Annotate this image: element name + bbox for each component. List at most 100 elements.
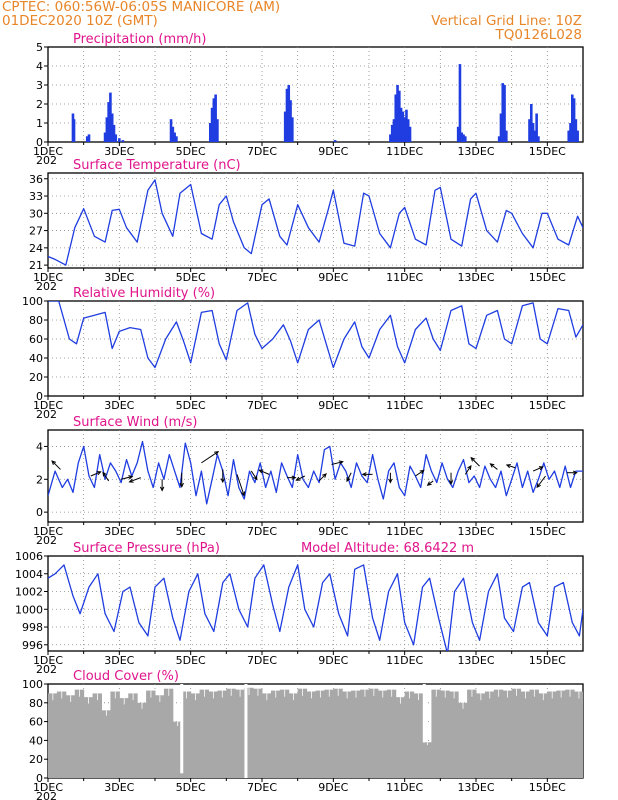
pressure-xtick-label: 9DEC — [318, 654, 348, 667]
cloud-bar — [92, 693, 102, 778]
humidity-panel: 0 20 40 60 80 100 1DEC 3DEC 5DEC 7DEC 9DEC 11DEC 13D… — [22, 286, 584, 421]
precip-bar — [406, 119, 410, 142]
temperature-xtick-label: 11DEC — [386, 271, 423, 284]
precip-bar — [112, 124, 116, 142]
cloud-notch — [569, 689, 571, 697]
cloud-cover-xtick-label: 3DEC — [104, 781, 134, 794]
cloud-notch — [186, 691, 188, 699]
pressure-ytick-label: 1006 — [15, 550, 43, 563]
cloud-notch — [498, 689, 500, 697]
cloud-bar — [101, 710, 111, 778]
pressure-xtick-label: 13DEC — [457, 654, 494, 667]
cloud-gap — [422, 684, 426, 743]
wind-arrow-head — [102, 471, 107, 477]
cloud-notch — [70, 695, 72, 702]
cloud-cover-title: Cloud Cover (%) — [73, 669, 179, 684]
pressure-panel: 996 998 1000 1002 1004 1006 1DEC 3DEC 5DEC 7DEC 9D… — [15, 541, 584, 676]
wind-arrow-head — [572, 470, 578, 475]
pressure-xtick-label: 15DEC — [529, 654, 566, 667]
temperature-xtick-label: 3DEC — [104, 271, 134, 284]
precipitation-xtick-label: 3DEC — [104, 145, 134, 158]
precip-bar — [285, 88, 289, 142]
cloud-notch — [266, 693, 268, 701]
precip-bar — [169, 119, 173, 142]
wind-year-label: 202 — [36, 534, 57, 547]
precip-bar — [173, 132, 176, 142]
pressure-frame — [47, 555, 584, 652]
precip-bar — [569, 123, 572, 142]
cloud-notch — [230, 688, 232, 696]
cloud-notch — [150, 690, 152, 698]
cloud-bar — [217, 690, 227, 778]
cloud-notch — [418, 693, 419, 701]
wind-arrow — [464, 465, 472, 475]
precip-bar — [103, 132, 107, 142]
precip-bar — [576, 130, 579, 142]
cloud-bar — [422, 742, 432, 778]
precip-bar — [456, 126, 460, 142]
cloud-bar — [449, 691, 459, 778]
precip-bar — [210, 107, 214, 142]
precip-bar — [405, 109, 408, 142]
precipitation-ytick-label: 2 — [36, 98, 43, 111]
wind-ytick-label: 0 — [36, 506, 43, 519]
cloud-bar — [208, 691, 218, 778]
temperature-xtick-label: 1DEC — [33, 271, 63, 284]
precip-bar — [462, 134, 465, 142]
precip-bar — [396, 85, 399, 142]
cloud-bar — [172, 721, 183, 778]
wind-xtick-label: 11DEC — [386, 525, 423, 538]
wind-arrow-head — [361, 472, 367, 477]
cloud-notch — [293, 693, 295, 701]
cloud-bar — [128, 693, 138, 778]
precipitation-xtick-label: 9DEC — [318, 145, 348, 158]
precip-bar — [110, 113, 114, 142]
humidity-xtick-label: 7DEC — [247, 399, 277, 412]
header-run-time: 01DEC2020 10Z (GMT) — [2, 13, 158, 29]
cloud-cover-ytick-label: 60 — [29, 716, 43, 729]
cloud-notch — [426, 742, 428, 746]
cloud-gap — [180, 684, 184, 774]
cloud-notch — [471, 689, 473, 697]
cloud-notch — [400, 697, 402, 704]
precip-bar — [72, 119, 76, 142]
cloud-bar — [520, 691, 530, 778]
precip-bar — [394, 94, 398, 142]
cloud-cover-ytick-label: 80 — [29, 697, 43, 710]
cloud-notch — [409, 691, 410, 699]
temperature-ytick-label: 36 — [29, 173, 43, 186]
cloud-bar — [270, 690, 281, 778]
cloud-notch — [578, 691, 580, 699]
temperature-xtick-label: 15DEC — [529, 271, 566, 284]
cloud-notch — [61, 691, 63, 699]
pressure-xtick-label: 11DEC — [386, 654, 423, 667]
cloud-notch — [177, 721, 179, 727]
cloud-bar — [565, 689, 575, 778]
wind-arrow-head — [128, 475, 134, 480]
wind-arrow-head — [220, 478, 225, 484]
pressure-series — [48, 564, 583, 651]
cloud-cover-series — [48, 684, 583, 778]
wind-xtick-label: 9DEC — [318, 525, 348, 538]
cloud-bar — [476, 693, 486, 778]
cloud-bar — [297, 688, 308, 778]
wind-arrow-head — [419, 469, 425, 475]
humidity-ytick-label: 60 — [29, 333, 43, 346]
precip-bar — [105, 117, 109, 142]
cloud-bar — [324, 689, 334, 778]
cloud-bar — [360, 689, 370, 778]
precip-bar — [537, 136, 540, 142]
pressure-ytick-label: 1004 — [15, 568, 43, 581]
temperature-panel: 21 24 27 30 33 36 1DEC 3DEC 5DEC 7DEC 9DEC 11DEC 13D… — [29, 158, 584, 293]
temperature-title: Surface Temperature (nC) — [73, 158, 241, 173]
cloud-cover-xtick-label: 1DEC — [33, 781, 63, 794]
cloud-bar — [226, 688, 236, 778]
temperature-line — [48, 179, 583, 266]
cloud-notch — [114, 691, 116, 699]
cloud-cover-ytick-label: 20 — [29, 753, 43, 766]
cloud-notch — [489, 691, 491, 699]
wind-arrow — [250, 470, 258, 480]
wind-arrow-head — [96, 471, 102, 476]
precip-bar — [289, 100, 292, 142]
wind-arrow-head — [536, 483, 541, 489]
